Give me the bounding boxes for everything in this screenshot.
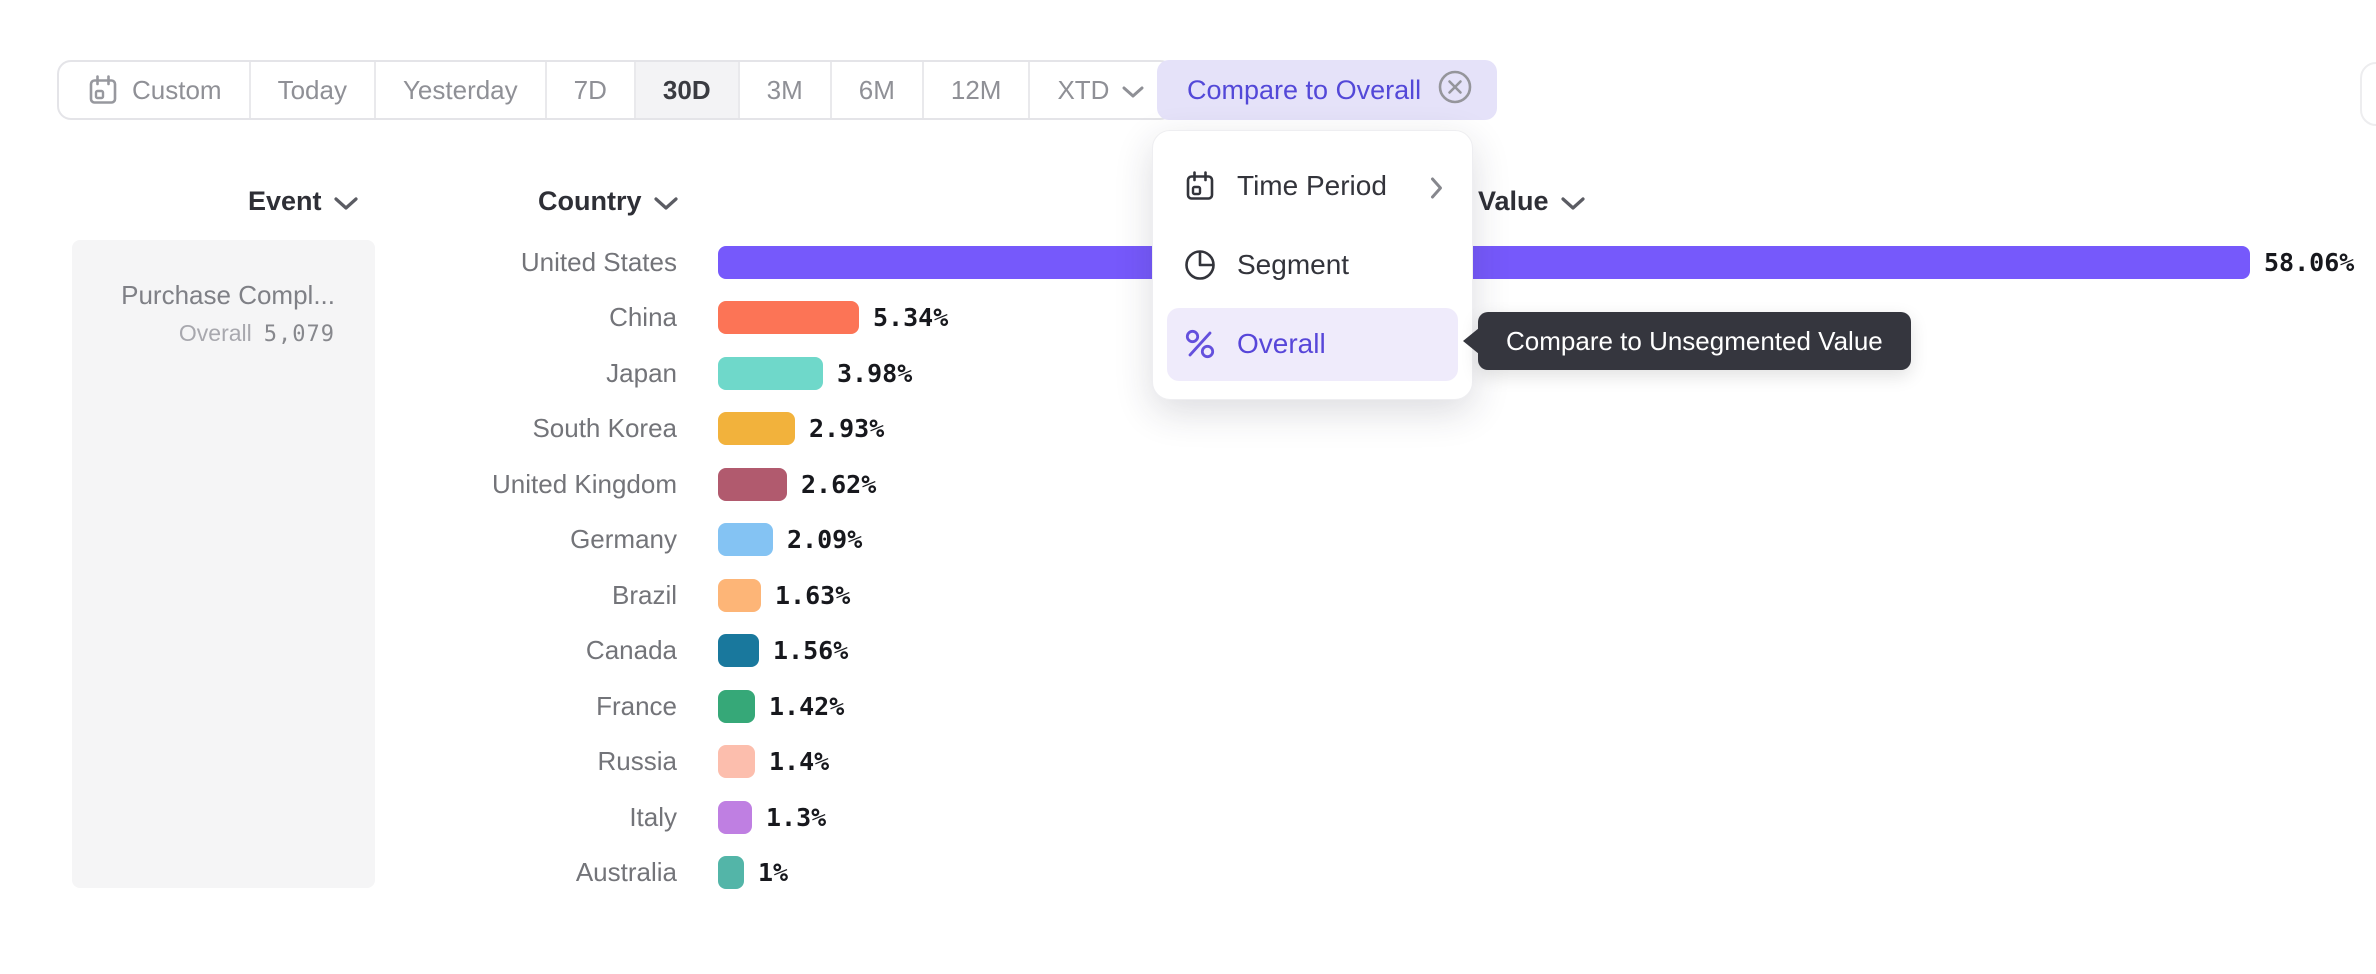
bar-italy[interactable] xyxy=(718,801,752,834)
toolbar-button-label: Today xyxy=(277,74,347,105)
tooltip-text: Compare to Unsegmented Value xyxy=(1506,325,1883,356)
value-label: 1.42% xyxy=(769,692,845,721)
toolbar-button-6m[interactable]: 6M xyxy=(832,62,924,118)
country-label: South Korea xyxy=(532,413,677,443)
bar-united-states[interactable] xyxy=(718,246,2250,279)
country-label: Germany xyxy=(570,524,677,554)
country-label: Canada xyxy=(585,635,677,665)
value-label: 1.3% xyxy=(766,803,827,832)
percent-icon xyxy=(1183,327,1217,361)
tooltip-arrow-left xyxy=(1463,328,1479,354)
tooltip: Compare to Unsegmented Value xyxy=(1463,312,1911,370)
bar-australia[interactable] xyxy=(718,856,744,889)
value-label: 1.56% xyxy=(773,636,849,665)
menu-item-label: Time Period xyxy=(1237,169,1387,201)
calendar-icon xyxy=(86,73,120,107)
toolbar-button-7d[interactable]: 7D xyxy=(547,62,636,118)
toolbar-button-30d[interactable]: 30D xyxy=(635,62,740,118)
value-label: 1.4% xyxy=(769,747,830,776)
bar-brazil[interactable] xyxy=(718,579,761,612)
toolbar-button-label: 7D xyxy=(573,74,607,105)
bar-russia[interactable] xyxy=(718,745,755,778)
compare-dropdown-menu: Time Period Segment Overall xyxy=(1152,130,1473,400)
country-label: Russia xyxy=(597,746,677,776)
toolbar-button-label: XTD xyxy=(1057,74,1110,105)
calendar-icon xyxy=(1183,169,1217,203)
value-label: 2.93% xyxy=(809,414,885,443)
bar-south-korea[interactable] xyxy=(718,412,795,445)
event-card-title: Purchase Compl... xyxy=(121,280,335,310)
chevron-right-icon xyxy=(1429,176,1444,200)
right-edge-partial-control[interactable] xyxy=(2360,62,2376,126)
toolbar-button-label: Custom xyxy=(132,74,222,105)
country-label: United Kingdom xyxy=(492,469,677,499)
menu-item-label: Overall xyxy=(1237,328,1326,360)
value-header-label: Value xyxy=(1478,186,1549,216)
chevron-down-icon xyxy=(333,196,358,210)
toolbar-button-12m[interactable]: 12M xyxy=(924,62,1031,118)
country-label: United States xyxy=(520,247,677,277)
toolbar-button-label: 3M xyxy=(766,74,803,105)
menu-item-time-period[interactable]: Time Period xyxy=(1167,149,1458,222)
toolbar-button-label: 6M xyxy=(858,74,895,105)
toolbar-button-today[interactable]: Today xyxy=(251,62,376,118)
segment-icon xyxy=(1183,248,1217,282)
event-header-label: Event xyxy=(248,186,322,216)
country-label: China xyxy=(609,302,677,332)
toolbar-button-label: Yesterday xyxy=(402,74,518,105)
compare-to-overall-chip[interactable]: Compare to Overall xyxy=(1157,60,1498,120)
event-overall-label: Overall xyxy=(178,320,252,346)
chevron-down-icon xyxy=(1560,196,1585,210)
compare-chip-label: Compare to Overall xyxy=(1187,74,1422,105)
country-header-label: Country xyxy=(538,186,642,216)
bar-france[interactable] xyxy=(718,690,755,723)
bar-china[interactable] xyxy=(718,301,859,334)
circle-x-icon[interactable] xyxy=(1437,69,1473,112)
country-label: Italy xyxy=(629,802,677,832)
country-label: Japan xyxy=(606,358,677,388)
bar-japan[interactable] xyxy=(718,357,823,390)
chevron-down-icon xyxy=(653,196,678,210)
toolbar-button-yesterday[interactable]: Yesterday xyxy=(376,62,547,118)
event-card[interactable]: Purchase Compl... Overall 5,079 xyxy=(72,240,375,888)
value-label: 2.62% xyxy=(801,470,877,499)
date-range-toolbar: Custom Today Yesterday 7D 30D 3M 6M 12M XTD xyxy=(57,60,1175,120)
value-label: 58.06% xyxy=(2264,248,2355,277)
menu-item-segment[interactable]: Segment xyxy=(1167,228,1458,301)
value-label: 5.34% xyxy=(873,303,949,332)
chevron-down-icon xyxy=(1121,85,1145,100)
toolbar-button-label: 30D xyxy=(662,74,711,105)
column-header-country[interactable]: Country xyxy=(538,186,679,217)
toolbar-button-3m[interactable]: 3M xyxy=(740,62,832,118)
menu-item-label: Segment xyxy=(1237,248,1350,280)
value-label: 3.98% xyxy=(837,359,913,388)
toolbar-button-xtd[interactable]: XTD xyxy=(1030,62,1172,118)
toolbar-button-custom[interactable]: Custom xyxy=(59,62,251,118)
column-header-event[interactable]: Event xyxy=(248,186,359,217)
value-label: 1% xyxy=(758,858,789,887)
event-overall-value: 5,079 xyxy=(263,322,335,347)
country-label: Brazil xyxy=(611,580,677,610)
menu-item-overall[interactable]: Overall xyxy=(1167,307,1458,381)
value-label: 2.09% xyxy=(787,525,863,554)
country-label: France xyxy=(596,691,677,721)
event-card-overall: Overall 5,079 xyxy=(92,320,335,347)
toolbar-button-label: 12M xyxy=(950,74,1002,105)
column-header-value[interactable]: Value xyxy=(1478,186,1586,217)
country-label: Australia xyxy=(575,857,677,887)
bar-germany[interactable] xyxy=(718,523,773,556)
bar-united-kingdom[interactable] xyxy=(718,468,787,501)
value-label: 1.63% xyxy=(775,581,851,610)
bar-canada[interactable] xyxy=(718,634,759,667)
